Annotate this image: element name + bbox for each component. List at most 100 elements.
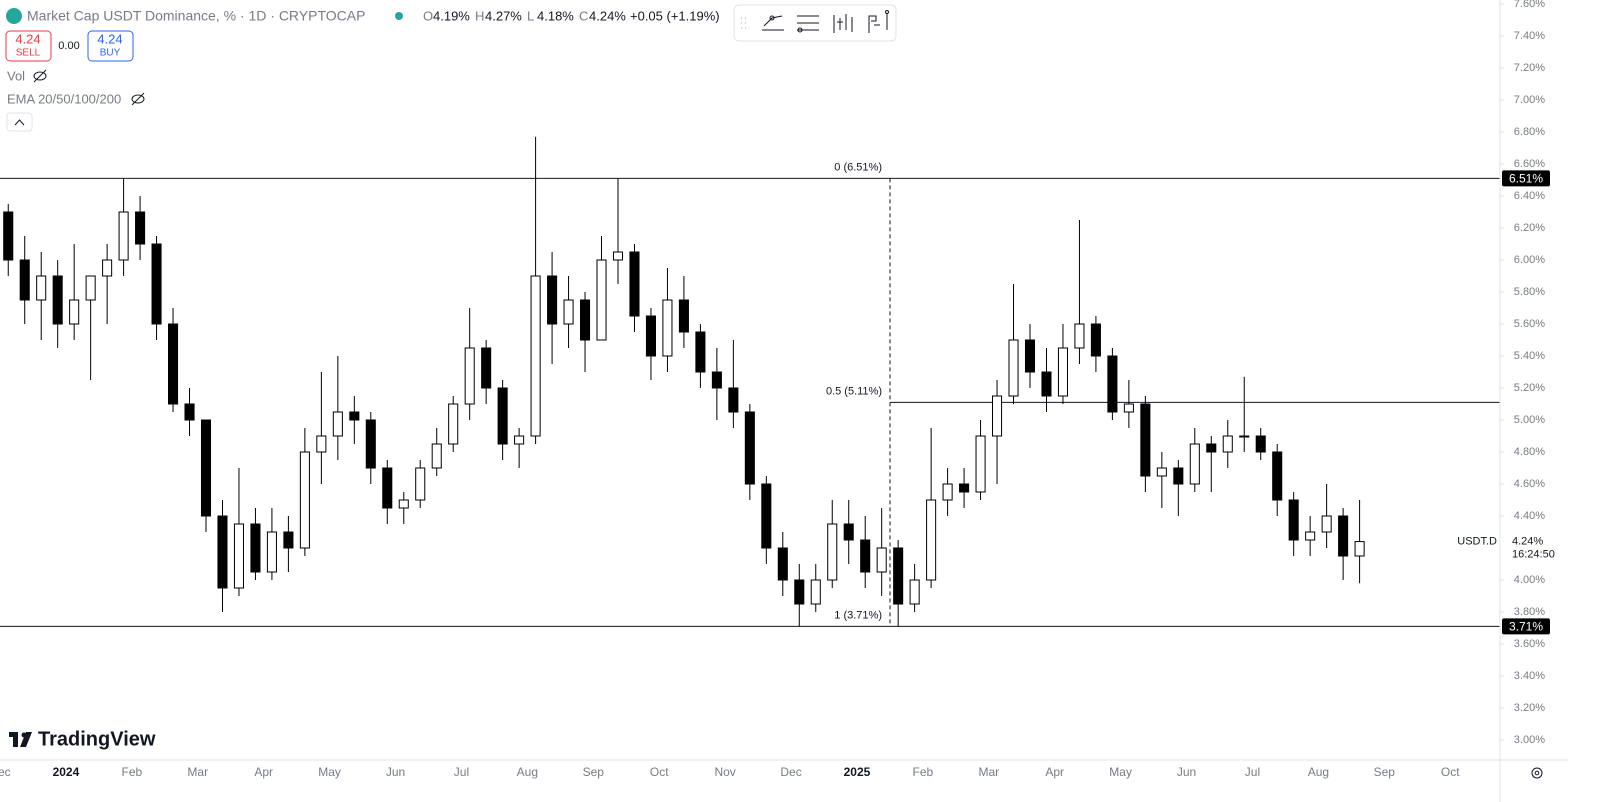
symbol-title[interactable]: Market Cap USDT Dominance, % · 1D · CRYP… <box>27 8 365 24</box>
candle-body <box>464 347 475 405</box>
symbol-icon <box>6 8 22 24</box>
ohlc-value: 4.18% <box>537 8 574 23</box>
candle-body <box>711 371 722 389</box>
candle-body <box>777 547 788 581</box>
candle-body <box>1222 435 1233 453</box>
x-tick-label: Oct <box>650 765 669 779</box>
candle-body <box>349 411 360 421</box>
candle-body <box>1041 371 1052 397</box>
candle-body <box>645 315 656 357</box>
candle-body <box>992 395 1003 437</box>
candle-body <box>69 299 80 325</box>
y-tick-label: 6.60% <box>1514 158 1545 170</box>
buy-button[interactable] <box>87 30 134 62</box>
x-tick-label: Dec <box>780 765 801 779</box>
sell-button[interactable] <box>5 30 52 62</box>
candle-body <box>1321 515 1332 533</box>
y-tick-label: 7.40% <box>1514 30 1545 42</box>
candle-body <box>596 259 607 341</box>
candle-body <box>959 483 970 493</box>
settings-icon <box>1534 770 1540 776</box>
y-tick-label: 7.00% <box>1514 94 1545 106</box>
x-tick-label: May <box>318 765 341 779</box>
y-tick-label: 5.60% <box>1514 318 1545 330</box>
candle-body <box>497 387 508 445</box>
x-tick-label: Aug <box>1308 765 1329 779</box>
last-price: 4.24% <box>1512 536 1543 548</box>
y-tick-label: 5.80% <box>1514 286 1545 298</box>
x-tick-label: Mar <box>978 765 999 779</box>
ohlc: O 4.19% H 4.27% L 4.18% C 4.24% <box>423 8 626 23</box>
candle-body <box>1024 339 1036 373</box>
candle-body <box>448 403 459 445</box>
ohlc-value: 4.24% <box>589 8 626 23</box>
ohlc-key: C <box>579 8 588 23</box>
y-tick-label: 5.00% <box>1514 414 1545 426</box>
candle-body <box>547 275 558 325</box>
candle-body <box>1173 467 1184 485</box>
candle-body <box>926 499 937 581</box>
candle-body <box>1140 403 1151 477</box>
candle-body <box>19 259 30 301</box>
buy-label: BUY <box>100 48 121 59</box>
collapse-button[interactable] <box>6 112 33 132</box>
price-badge <box>1502 170 1550 187</box>
x-tick-label: Jul <box>1245 765 1260 779</box>
x-tick-label: Jun <box>1177 765 1196 779</box>
candle-body <box>909 579 920 605</box>
candle-body <box>876 547 887 573</box>
x-tick-label: Nov <box>714 765 735 779</box>
candle-body <box>662 299 673 357</box>
candle-body <box>200 419 212 517</box>
indicator[interactable]: Vol <box>7 68 25 83</box>
candle-body <box>975 435 986 493</box>
candle-body <box>398 499 409 509</box>
plot-area <box>0 136 1500 627</box>
x-tick-label: Apr <box>1045 765 1064 779</box>
candle-body <box>217 515 228 589</box>
candle-body <box>332 411 343 437</box>
candle-body <box>151 243 162 325</box>
x-tick-label: Apr <box>254 765 273 779</box>
y-tick-label: 3.00% <box>1514 734 1545 746</box>
y-tick-label: 3.60% <box>1514 638 1545 650</box>
candle-body <box>85 275 96 301</box>
candle-body <box>1123 403 1134 413</box>
x-tick-label: Aug <box>517 765 538 779</box>
candle-body <box>1189 443 1200 485</box>
price-badge <box>1502 618 1550 635</box>
ohlc-key: L <box>527 8 534 23</box>
candle-body <box>860 539 871 573</box>
collapse-icon <box>14 119 25 126</box>
candle-body <box>1255 435 1266 453</box>
y-tick-label: 6.80% <box>1514 126 1545 138</box>
candle-body <box>184 403 195 421</box>
y-tick-label: 7.60% <box>1514 0 1545 10</box>
x-tick-label: 2024 <box>53 765 80 779</box>
candle-body <box>52 275 63 325</box>
indicator[interactable]: EMA 20/50/100/200 <box>7 91 121 106</box>
settings-button[interactable] <box>1531 767 1543 779</box>
y-tick-label: 3.80% <box>1514 606 1545 618</box>
fib-label: 1 (3.71%) <box>834 609 882 621</box>
status-dot <box>395 12 403 20</box>
candle-body <box>382 467 393 509</box>
candle-body <box>135 211 146 245</box>
candle-body <box>316 435 327 453</box>
x-tick-label: Dec <box>0 765 11 779</box>
candle-body <box>1008 339 1019 397</box>
y-tick-label: 6.00% <box>1514 254 1545 266</box>
buy-price: 4.24 <box>97 31 122 46</box>
y-tick-label: 6.40% <box>1514 190 1545 202</box>
candle-body <box>250 523 261 573</box>
candle-body <box>102 259 113 277</box>
y-tick-label: 4.80% <box>1514 446 1545 458</box>
candle-body <box>893 547 904 605</box>
candle-body <box>678 299 689 333</box>
y-tick-label: 6.20% <box>1514 222 1545 234</box>
ohlc-key: O <box>423 8 433 23</box>
logo-dot <box>21 732 27 738</box>
y-tick-label: 3.20% <box>1514 702 1545 714</box>
x-tick-label: Mar <box>187 765 208 779</box>
